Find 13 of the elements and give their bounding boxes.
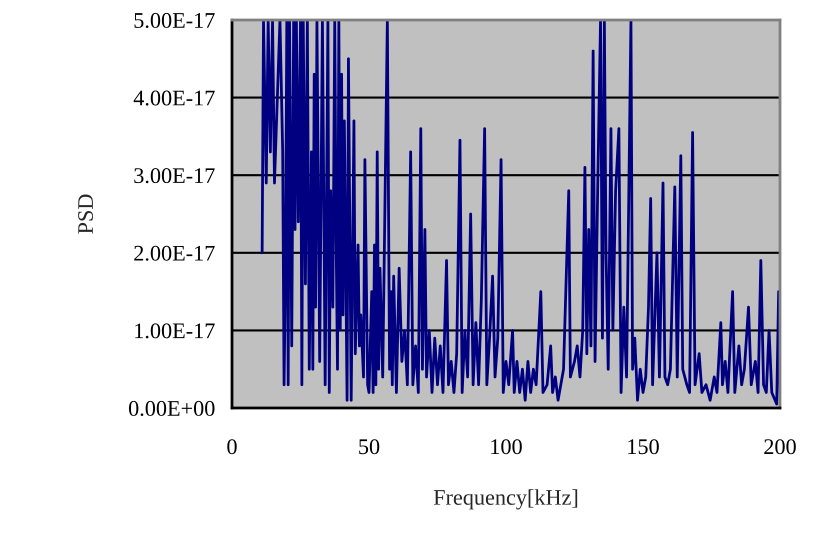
y-tick-label: 5.00E-17 [134, 12, 215, 28]
y-tick-label: 2.00E-17 [134, 246, 215, 261]
y-axis-title: PSD [78, 194, 94, 234]
x-tick-label: 200 [764, 439, 796, 454]
y-tick-label: 1.00E-17 [135, 323, 215, 338]
y-tick-label: 4.00E-17 [134, 90, 215, 106]
y-tick-label: 0.00E+00 [128, 400, 214, 416]
x-axis-title: Frequency[kHz] [434, 489, 578, 510]
x-tick-label: 150 [628, 439, 659, 454]
x-tick-label: 0 [227, 439, 237, 454]
y-tick-label: 3.00E-17 [134, 168, 215, 184]
x-tick-label: 50 [359, 439, 380, 454]
x-tick-label: 100 [491, 439, 522, 454]
